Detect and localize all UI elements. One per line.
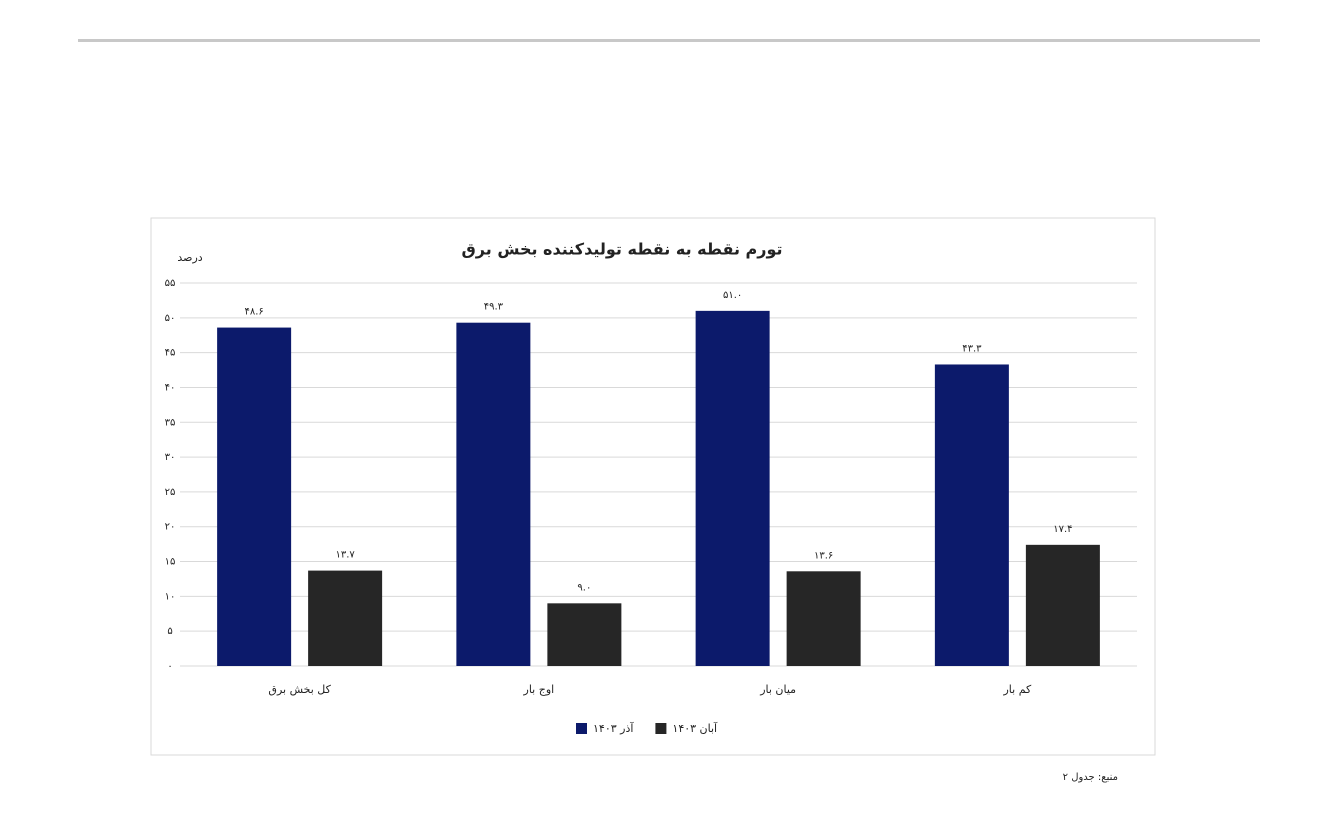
value-label: ۴۹.۳ xyxy=(484,302,504,313)
bar xyxy=(695,310,770,666)
value-label: ۱۳.۷ xyxy=(335,550,355,561)
y-tick-label: ۲۰ xyxy=(165,522,176,533)
value-label: ۵۱.۰ xyxy=(723,290,742,301)
y-tick-label: ۱۰ xyxy=(165,591,176,602)
y-tick-label: ۵۰ xyxy=(165,313,176,324)
bar xyxy=(934,364,1009,666)
bar xyxy=(308,570,383,666)
y-tick-label: ۲۵ xyxy=(165,487,176,498)
y-tick-label: ۴۰ xyxy=(165,382,176,393)
y-tick-label: ۴۵ xyxy=(165,348,176,359)
legend-label: آذر ۱۴۰۳ xyxy=(593,721,634,735)
x-tick-label: کل بخش برق xyxy=(268,683,331,696)
legend-swatch xyxy=(576,723,587,734)
value-label: ۴۸.۶ xyxy=(244,307,263,318)
y-tick-label: ۳۵ xyxy=(165,417,176,428)
y-tick-label: ۰ xyxy=(167,661,172,672)
y-tick-label: ۵ xyxy=(167,626,172,637)
legend-label: آبان ۱۴۰۳ xyxy=(672,721,718,735)
y-tick-label: ۳۰ xyxy=(165,452,176,463)
top-rule xyxy=(78,39,1260,42)
value-label: ۹.۰ xyxy=(577,582,591,593)
bar xyxy=(456,322,531,666)
y-tick-label: ۵۵ xyxy=(165,278,176,289)
value-label: ۱۷.۴ xyxy=(1053,524,1072,535)
value-label: ۱۳.۶ xyxy=(814,550,833,561)
value-label: ۴۳.۳ xyxy=(962,343,982,354)
x-tick-label: اوج بار xyxy=(523,683,555,696)
x-tick-label: کم بار xyxy=(1002,683,1032,696)
bar xyxy=(786,571,861,666)
bar xyxy=(1025,544,1100,666)
x-tick-label: میان بار xyxy=(759,683,796,696)
y-axis-label: درصد xyxy=(177,251,202,264)
source-note: منبع: جدول ۲ xyxy=(1063,772,1118,783)
bar xyxy=(217,327,292,666)
legend-swatch xyxy=(655,723,667,734)
chart-title: تورم نقطه به نقطه تولیدکننده بخش برق xyxy=(461,240,782,259)
bar xyxy=(547,603,622,666)
y-tick-label: ۱۵ xyxy=(165,557,176,568)
